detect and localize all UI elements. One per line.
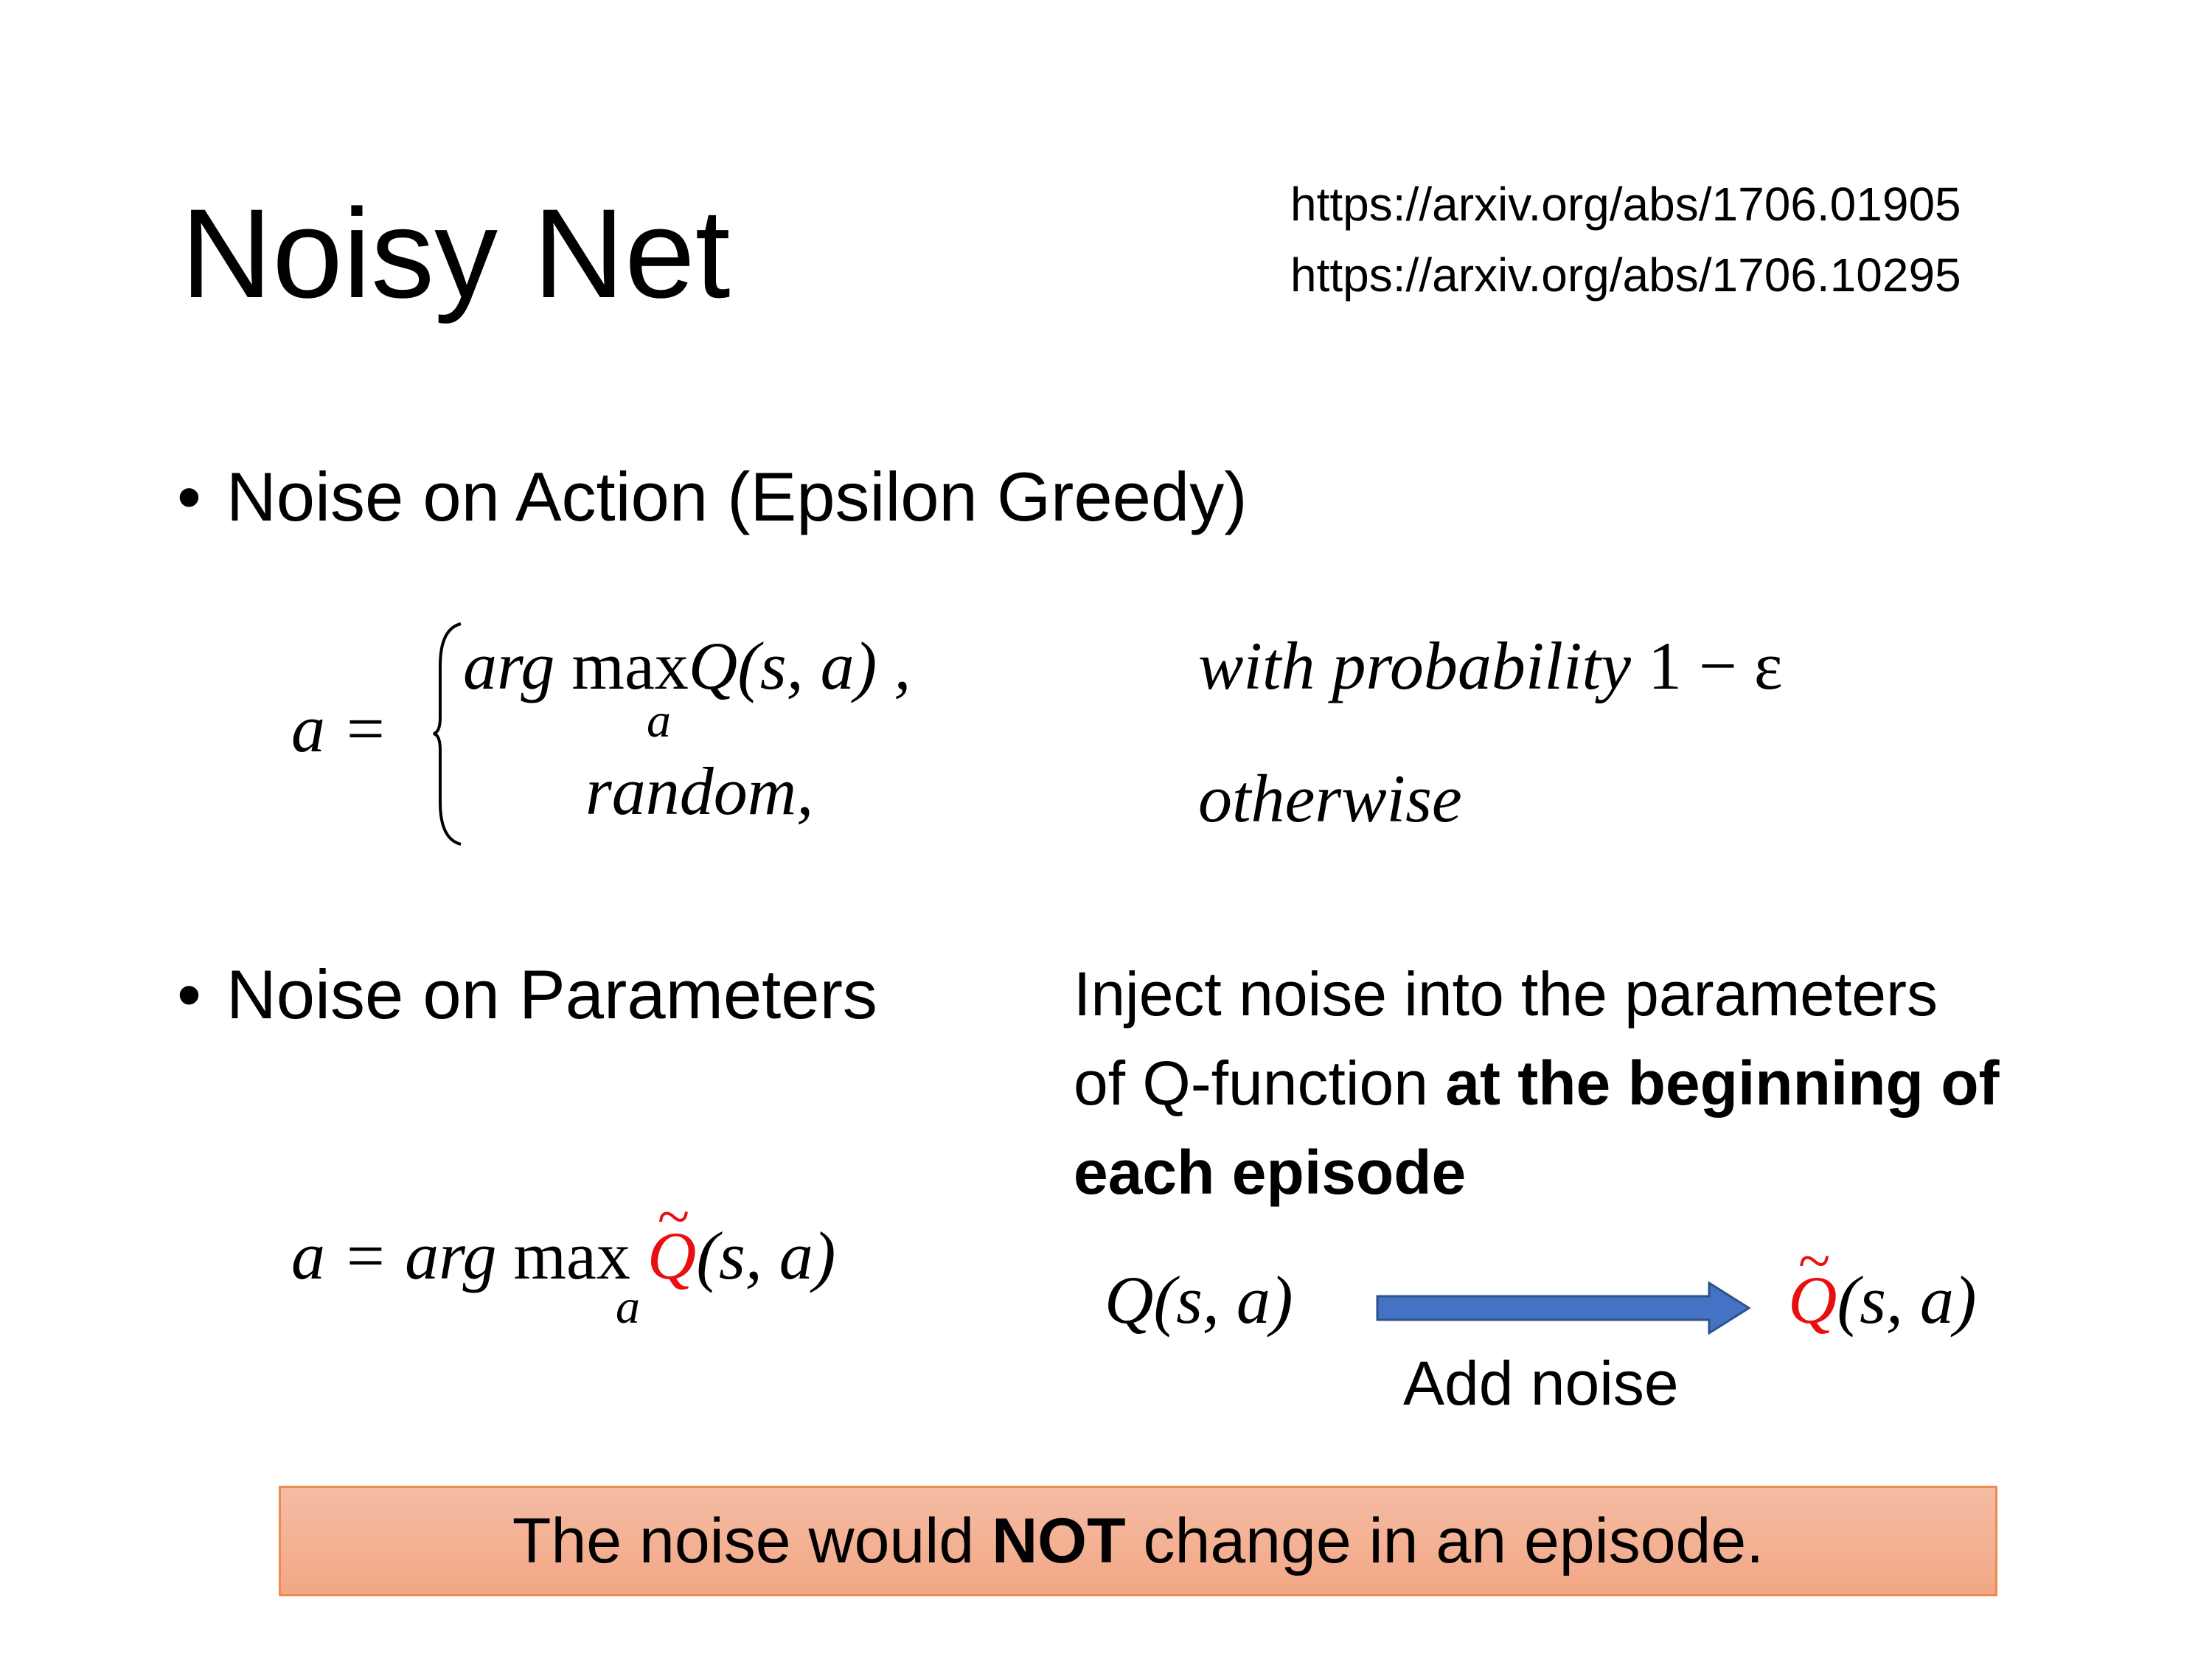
noisy-q-function: Q(s, a) [1788, 1228, 1977, 1339]
q-args: (s, a) [1153, 1262, 1293, 1338]
case1-condition: with probability 1 − ε [1198, 627, 1782, 705]
description-bold: at the beginning of [1445, 1048, 2000, 1118]
condition-text: with probability [1198, 628, 1631, 703]
q-function: Q(s, a) , [688, 628, 911, 703]
arrow-label: Add noise [1403, 1349, 1679, 1418]
bullet-noise-on-action: • Noise on Action (Epsilon Greedy) [177, 457, 1248, 537]
note-text: The noise would NOT change in an episode… [512, 1505, 1764, 1578]
description-line-3: each episode [1074, 1138, 1467, 1207]
equation-lhs: a = [291, 691, 389, 766]
bullet-icon: • [177, 956, 201, 1033]
arg-text: arg [463, 628, 555, 703]
q-symbol: Q [1105, 1262, 1154, 1338]
noisy-q: Q [647, 1184, 696, 1295]
bullet-label: Noise on Action (Epsilon Greedy) [226, 458, 1248, 535]
case2-condition: otherwise [1198, 761, 1462, 836]
condition-value: 1 − ε [1647, 628, 1783, 703]
reference-link-2[interactable]: https://arxiv.org/abs/1706.10295 [1290, 248, 1961, 302]
description-line-2: of Q-function at the beginning of [1074, 1048, 2000, 1119]
equation-parameter-noise: a = arg max Q(s, a) [291, 1184, 836, 1295]
max-operator: max [571, 628, 689, 703]
description-normal: of Q-function [1074, 1048, 1446, 1118]
bullet-label: Noise on Parameters [226, 956, 877, 1033]
note-before: The noise would [512, 1505, 992, 1576]
description-line-1: Inject noise into the parameters [1074, 959, 1938, 1029]
slide-title: Noisy Net [181, 183, 731, 324]
note-bold: NOT [992, 1505, 1126, 1576]
q-args: (s, a) [1837, 1262, 1977, 1338]
bullet-icon: • [177, 458, 201, 535]
equation-lhs: a = arg [291, 1218, 497, 1293]
case2-expression: random, [585, 754, 814, 829]
noisy-q-symbol: Q [1788, 1228, 1837, 1339]
note-after: change in an episode. [1125, 1505, 1764, 1576]
bullet-noise-on-parameters: • Noise on Parameters [177, 955, 877, 1034]
case1-expression: arg maxQ(s, a) , [463, 627, 911, 705]
original-q-function: Q(s, a) [1105, 1261, 1293, 1339]
q-args: (s, a) [696, 1218, 836, 1293]
left-brace-icon [433, 622, 462, 846]
note-box: The noise would NOT change in an episode… [279, 1486, 1997, 1596]
max-subscript: a [616, 1280, 640, 1334]
reference-link-1[interactable]: https://arxiv.org/abs/1706.01905 [1290, 178, 1961, 231]
max-operator: max [513, 1218, 630, 1293]
right-arrow-icon [1376, 1281, 1751, 1335]
max-subscript: a [647, 694, 671, 748]
